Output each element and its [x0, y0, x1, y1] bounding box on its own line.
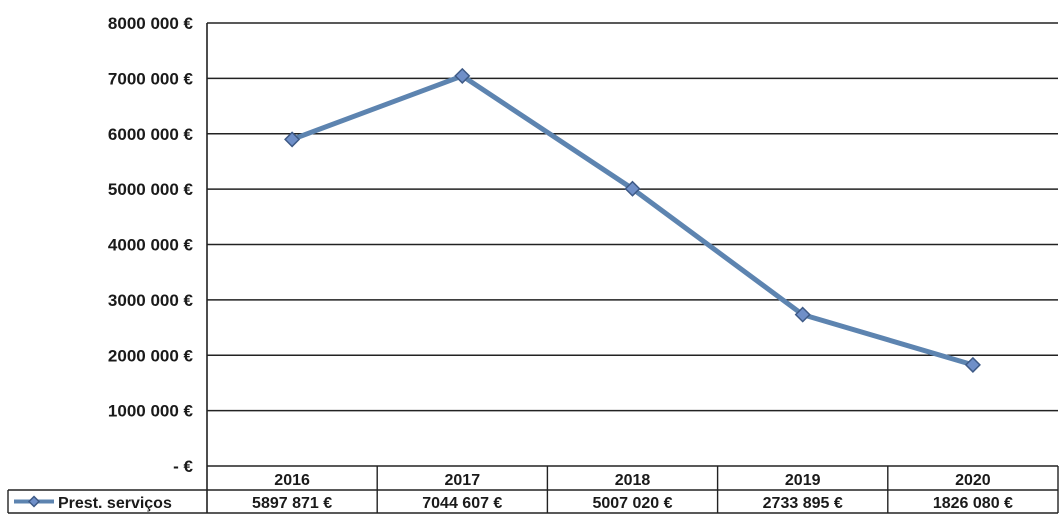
y-axis-tick-labels: 8000 000 € 7000 000 € 6000 000 € 5000 000 €…	[108, 14, 194, 476]
data-table-value: 5007 020 €	[592, 495, 672, 512]
data-table-value: 7044 607 €	[422, 495, 502, 512]
data-point-marker	[964, 356, 981, 373]
series-prest-servicos	[284, 67, 981, 373]
gridlines	[206, 22, 1058, 513]
data-table-value: 2733 895 €	[763, 495, 843, 512]
data-table: 2016 2017 2018 2019 2020 5897 871 € 7044 607 €…	[7, 466, 1059, 514]
y-tick-label: 2000 000 €	[108, 346, 194, 365]
legend-series-name: Prest. serviços	[58, 495, 172, 512]
x-category-label: 2017	[445, 472, 481, 489]
y-tick-label: 4000 000 €	[108, 236, 194, 255]
y-tick-label: 3000 000 €	[108, 291, 194, 310]
data-table-value: 5897 871 €	[252, 495, 332, 512]
data-point-marker	[454, 67, 471, 84]
data-point-marker	[794, 306, 811, 323]
data-point-marker	[624, 180, 641, 197]
y-tick-label: 5000 000 €	[108, 180, 194, 199]
legend-marker-key	[27, 495, 41, 508]
x-category-label: 2018	[615, 472, 651, 489]
data-point-marker	[284, 131, 301, 148]
y-tick-label: - €	[173, 457, 193, 476]
y-tick-label: 7000 000 €	[108, 69, 194, 88]
y-tick-label: 6000 000 €	[108, 125, 194, 144]
x-category-label: 2016	[274, 472, 310, 489]
y-tick-label: 8000 000 €	[108, 14, 194, 33]
x-category-label: 2019	[785, 472, 821, 489]
data-table-value: 1826 080 €	[933, 495, 1013, 512]
x-category-label: 2020	[955, 472, 991, 489]
y-tick-label: 1000 000 €	[108, 402, 194, 421]
series-line	[289, 73, 976, 368]
